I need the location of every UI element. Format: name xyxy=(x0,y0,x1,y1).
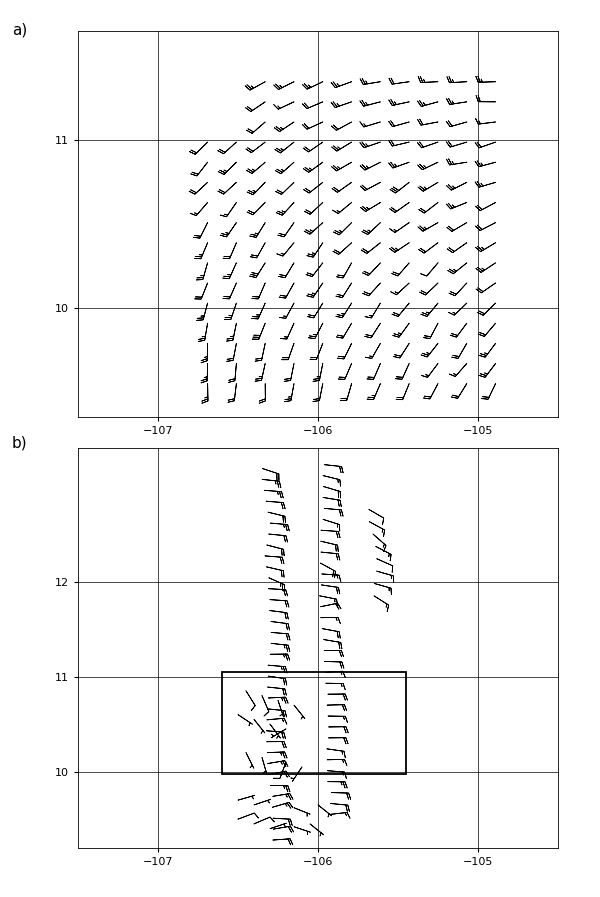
Bar xyxy=(222,672,406,774)
Text: b): b) xyxy=(12,435,28,450)
Text: a): a) xyxy=(12,22,27,38)
